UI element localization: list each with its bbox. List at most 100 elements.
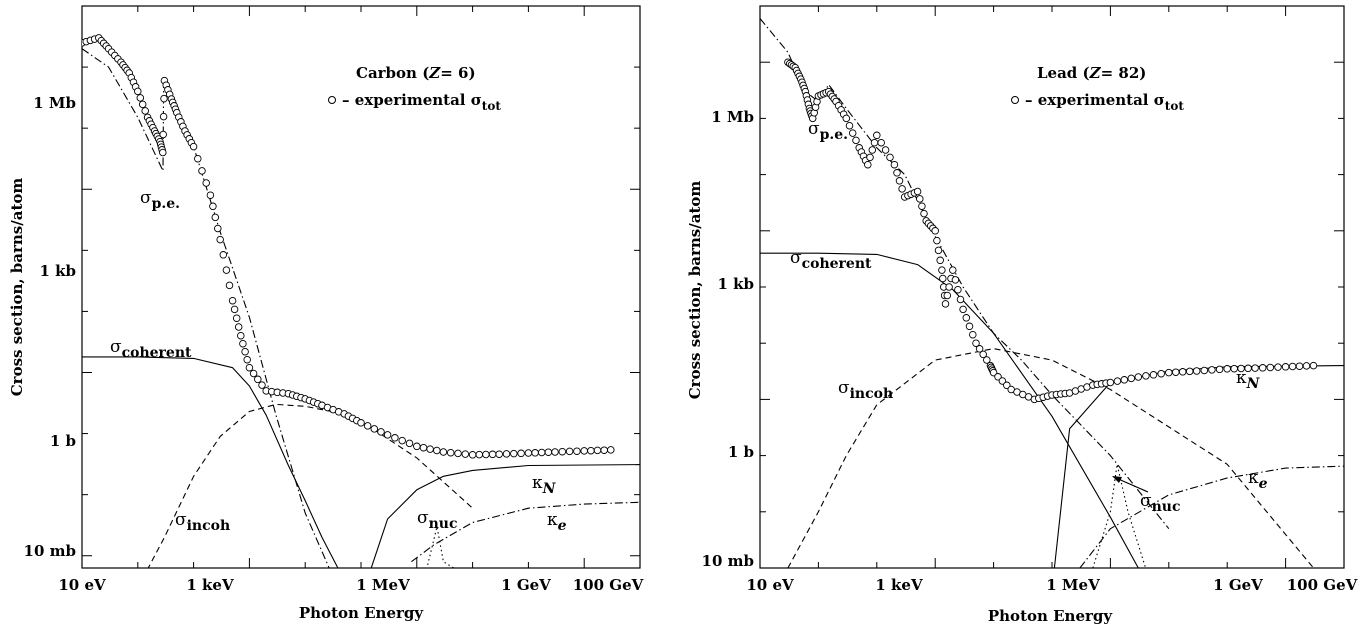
lead-series-incoh — [787, 348, 1314, 568]
carbon-experimental-point — [587, 446, 595, 455]
lead-experimental-point — [1120, 376, 1129, 384]
carbon-label-incoh: σincoh — [175, 510, 230, 534]
carbon-experimental-point — [370, 425, 379, 433]
lead-experimental-point — [1149, 371, 1158, 379]
lead-experimental-point — [893, 169, 901, 177]
carbon-experimental-point — [439, 448, 448, 456]
carbon-legend-main: – experimental σ — [342, 91, 482, 109]
lead-experimental-point — [1134, 373, 1143, 381]
lead-experimental-point — [1266, 363, 1275, 372]
lead-experimental-point — [936, 256, 944, 265]
lead-experimental-point — [1200, 366, 1209, 375]
lead-title: Lead (Z= 82) — [1037, 64, 1146, 82]
carbon-label-coherent: σcoherent — [110, 337, 192, 361]
carbon-series-e — [411, 501, 640, 563]
carbon-experimental-point — [537, 448, 546, 457]
lead-experimental-point — [939, 274, 947, 283]
lead-experimental-point — [866, 153, 874, 162]
carbon-series-N — [370, 464, 640, 568]
lead-experimental-point — [1106, 378, 1115, 387]
carbon-experimental-point — [510, 449, 518, 458]
carbon-experimental-point — [593, 446, 602, 455]
lead-legend-main: – experimental σ — [1025, 91, 1165, 109]
carbon-xlabel: Photon Energy — [299, 604, 425, 622]
lead-experimental-point — [1258, 364, 1267, 372]
lead-experimental-point — [965, 322, 974, 331]
lead-experimental-point — [931, 227, 939, 235]
carbon-experimental-point — [482, 450, 490, 459]
carbon-experimental-point — [243, 355, 251, 364]
carbon-experimental-point — [502, 450, 511, 458]
carbon-experimental-point — [216, 235, 224, 244]
carbon-experimental-point — [202, 179, 210, 187]
lead-experimental-point — [956, 295, 965, 304]
lead-experimental-point — [913, 187, 922, 196]
carbon-experimental-point — [488, 450, 497, 459]
lead-experimental-points — [784, 58, 1318, 404]
carbon-experimental-point — [600, 446, 608, 454]
carbon-experimental-point — [517, 449, 525, 458]
carbon-experimental-point — [405, 439, 414, 448]
carbon-ylabel: Cross section, barns/atom — [8, 178, 26, 397]
lead-experimental-point — [1309, 361, 1318, 370]
carbon-legend-text: – experimental σtot — [342, 91, 501, 113]
carbon-xtick-10ev: 10 eV — [58, 576, 106, 594]
carbon-experimental-point — [391, 434, 399, 442]
lead-label-pe: σp.e. — [808, 119, 848, 143]
lead-experimental-point — [918, 202, 926, 210]
carbon-experimental-point — [531, 449, 539, 457]
carbon-experimental-point — [249, 369, 258, 378]
lead-ytick-1b: 1 b — [728, 443, 754, 461]
lead-legend-marker — [1011, 96, 1019, 104]
lead-experimental-point — [1251, 364, 1259, 372]
lead-xtick-1mev: 1 MeV — [1046, 576, 1100, 594]
lead-experimental-point — [1281, 363, 1290, 371]
lead-experimental-point — [886, 153, 894, 162]
carbon-ytick-1mb: 1 Mb — [33, 94, 76, 112]
carbon-experimental-point — [468, 451, 477, 459]
carbon-series-pe — [82, 48, 330, 568]
carbon-experimental-point — [475, 450, 484, 459]
lead-xtick-1gev: 1 GeV — [1213, 576, 1263, 594]
lead-experimental-point — [975, 345, 984, 353]
lead-panel: 10 mb 1 b 1 kb 1 Mb 10 eV 1 keV 1 MeV 1 … — [686, 5, 1358, 625]
lead-label-nuc: σnuc — [1140, 491, 1181, 515]
lead-xtick-1kev: 1 keV — [875, 576, 923, 594]
carbon-experimental-point — [194, 154, 202, 163]
carbon-ytick-1b: 1 b — [50, 432, 76, 450]
lead-experimental-point — [943, 291, 952, 300]
carbon-experimental-point — [232, 314, 241, 322]
lead-experimental-point — [898, 185, 906, 193]
lead-experimental-point — [949, 266, 957, 274]
carbon-experimental-point — [398, 436, 406, 445]
carbon-experimental-point — [230, 305, 239, 314]
lead-experimental-point — [1185, 367, 1194, 376]
carbon-experimental-point — [228, 296, 237, 305]
lead-experimental-point — [1215, 365, 1224, 374]
lead-experimental-point — [864, 160, 872, 169]
carbon-experimental-point — [363, 422, 372, 430]
carbon-experimental-point — [357, 419, 365, 427]
lead-nuc-arrow — [1115, 477, 1149, 493]
lead-ytick-1mb: 1 Mb — [711, 108, 754, 126]
lead-experimental-point — [842, 114, 851, 123]
lead-experimental-point — [1113, 377, 1122, 385]
carbon-ytick-10mb: 10 mb — [24, 542, 76, 560]
carbon-xtick-1kev: 1 keV — [186, 576, 234, 594]
lead-experimental-point — [941, 300, 950, 308]
lead-nuc-arrowhead — [1112, 476, 1122, 483]
carbon-experimental-point — [141, 107, 149, 115]
carbon-experimental-point — [446, 448, 455, 457]
lead-experimental-point — [969, 330, 977, 339]
carbon-experimental-point — [211, 213, 220, 222]
carbon-experimental-point — [433, 446, 441, 455]
carbon-experimental-point — [239, 339, 247, 348]
lead-ticks — [759, 5, 1345, 569]
lead-series-N — [1053, 365, 1344, 568]
lead-experimental-point — [1172, 368, 1180, 376]
carbon-experimental-point — [241, 347, 249, 356]
carbon-title-eq: = 6 — [440, 64, 468, 82]
carbon-experimental-point — [413, 442, 421, 451]
carbon-ticks — [81, 5, 641, 568]
